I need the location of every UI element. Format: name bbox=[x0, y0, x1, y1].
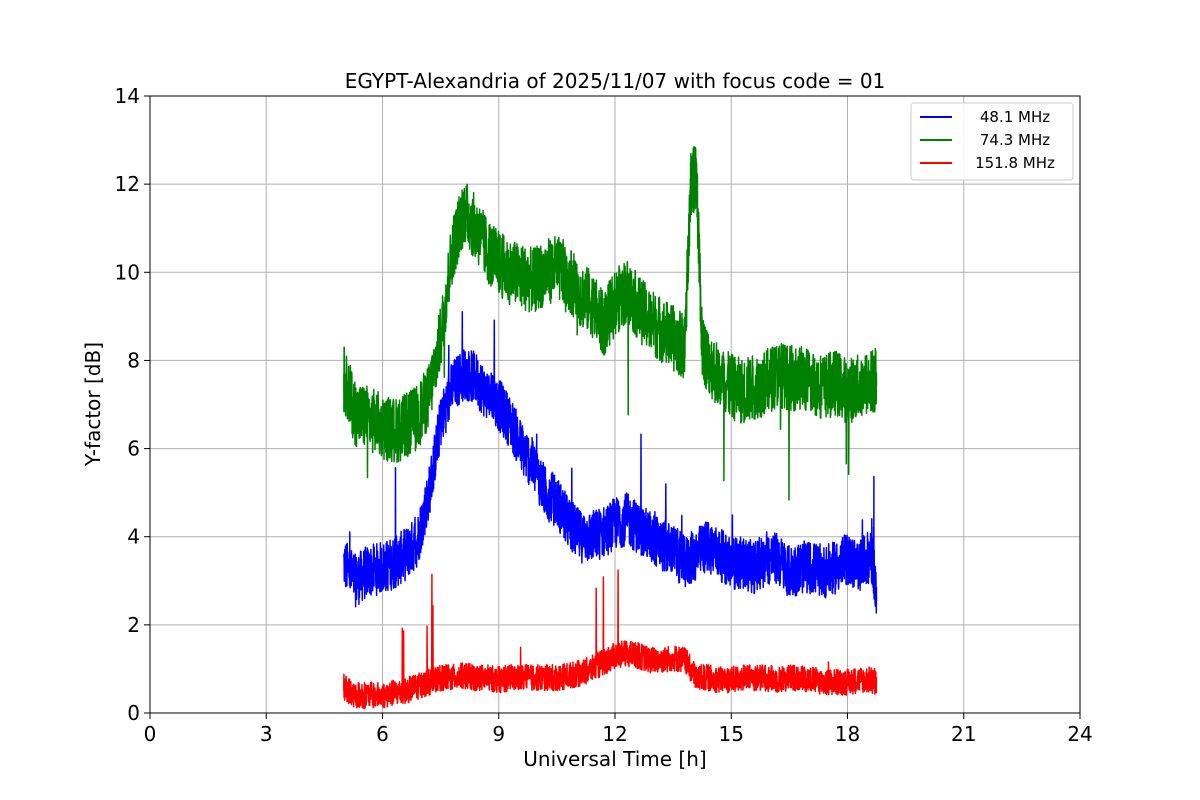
y-axis-label: Y-factor [dB] bbox=[81, 342, 105, 467]
series-layer bbox=[343, 146, 878, 710]
y-tick-label: 12 bbox=[115, 172, 140, 196]
y-tick-label: 10 bbox=[115, 260, 140, 284]
x-tick-label: 12 bbox=[602, 722, 627, 746]
x-axis-label: Universal Time [h] bbox=[523, 747, 706, 771]
series-line-1 bbox=[343, 310, 878, 614]
y-tick-label: 2 bbox=[127, 613, 140, 637]
x-tick-label: 24 bbox=[1067, 722, 1092, 746]
x-tick-label: 3 bbox=[260, 722, 273, 746]
y-tick-label: 6 bbox=[127, 437, 140, 461]
series-line-2 bbox=[343, 146, 878, 501]
x-tick-label: 0 bbox=[144, 722, 157, 746]
x-tick-label: 15 bbox=[719, 722, 744, 746]
x-tick-label: 18 bbox=[835, 722, 860, 746]
legend-label-1: 48.1 MHz bbox=[980, 108, 1050, 126]
legend-box bbox=[910, 102, 1074, 181]
legend-label-3: 151.8 MHz bbox=[975, 154, 1055, 172]
series-line-3 bbox=[343, 569, 878, 710]
x-tick-label: 21 bbox=[951, 722, 976, 746]
x-tick-label: 6 bbox=[376, 722, 389, 746]
chart-title: EGYPT-Alexandria of 2025/11/07 with focu… bbox=[345, 69, 886, 93]
x-tick-label: 9 bbox=[492, 722, 505, 746]
y-tick-label: 4 bbox=[127, 525, 140, 549]
y-tick-label: 0 bbox=[127, 701, 140, 725]
legend: 48.1 MHz 74.3 MHz 151.8 MHz bbox=[910, 102, 1074, 181]
legend-label-2: 74.3 MHz bbox=[980, 131, 1050, 149]
y-tick-label: 8 bbox=[127, 348, 140, 372]
y-tick-label: 14 bbox=[115, 84, 140, 108]
